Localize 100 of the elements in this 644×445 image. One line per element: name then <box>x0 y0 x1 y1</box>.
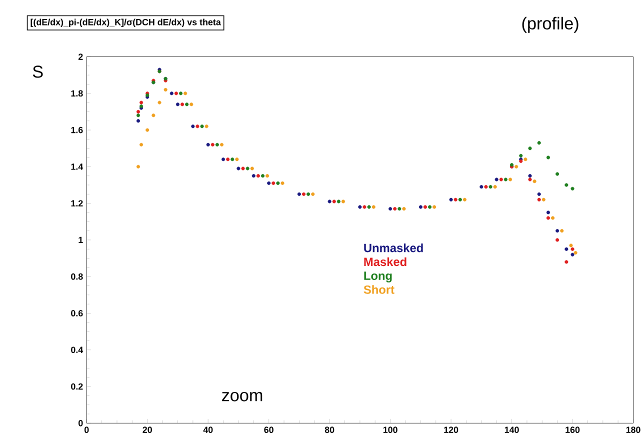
y-tick-label: 0.6 <box>71 310 83 316</box>
point <box>542 198 546 202</box>
y-tick-label: 0.8 <box>71 273 83 280</box>
point <box>480 185 484 189</box>
point <box>398 206 402 211</box>
point <box>532 180 536 184</box>
point <box>449 198 453 202</box>
y-tick-label: 1.2 <box>71 200 83 206</box>
point <box>210 142 214 146</box>
point <box>230 158 234 162</box>
x-tick-label: 40 <box>203 426 213 433</box>
text: Long <box>364 272 392 282</box>
point <box>180 102 184 106</box>
point <box>372 205 376 209</box>
point <box>504 178 508 182</box>
point <box>341 200 346 204</box>
point <box>423 205 428 209</box>
point <box>546 216 550 220</box>
y-tick-label: 2 <box>78 54 83 60</box>
x-tick-label: 60 <box>264 426 274 433</box>
point <box>152 114 156 118</box>
point <box>236 166 240 170</box>
point <box>528 178 532 182</box>
chart-title: [(dE/dx)_pi-(dE/dx)_K]/σ(DCH dE/dx) vs theta <box>30 18 221 28</box>
y-tick-label: 0.4 <box>71 346 84 354</box>
y-tick-label: 1.8 <box>71 90 83 97</box>
point <box>260 174 265 178</box>
point <box>178 92 183 96</box>
point <box>190 102 194 106</box>
point <box>564 260 568 264</box>
point <box>556 228 560 233</box>
point <box>432 205 436 209</box>
point <box>569 244 573 248</box>
point <box>136 119 140 123</box>
point <box>556 172 560 176</box>
point <box>388 206 392 211</box>
point <box>528 174 532 178</box>
point <box>174 92 178 96</box>
y-axis-title: S <box>32 66 43 78</box>
point <box>206 142 210 146</box>
point <box>252 174 256 178</box>
point <box>556 238 560 242</box>
point <box>570 186 574 190</box>
x-tick-label: 140 <box>504 426 519 433</box>
point <box>256 174 260 178</box>
point <box>302 192 306 196</box>
y-tick-label: 1.4 <box>71 164 84 170</box>
point <box>196 124 200 128</box>
point <box>226 158 230 162</box>
x-tick-label: 180 <box>626 426 640 433</box>
point <box>184 92 188 96</box>
point <box>367 205 371 209</box>
point <box>136 164 140 168</box>
y-tick-label: 0 <box>78 420 83 426</box>
point <box>418 205 422 209</box>
y-tick-label: 1 <box>78 236 83 243</box>
point <box>493 185 497 189</box>
y-tick-label: 0.2 <box>71 383 83 390</box>
point <box>241 166 245 170</box>
text: Unmasked <box>364 243 423 252</box>
point <box>220 142 224 146</box>
text: Masked <box>364 257 406 266</box>
x-tick-label: 80 <box>324 426 334 433</box>
point <box>185 102 189 106</box>
point <box>250 166 254 170</box>
point <box>462 198 466 202</box>
text: Short <box>364 285 394 294</box>
point <box>570 247 574 251</box>
point <box>297 192 301 196</box>
x-tick-label: 100 <box>383 426 398 433</box>
point <box>428 205 432 209</box>
point <box>570 252 574 256</box>
point <box>176 102 180 106</box>
point <box>560 228 564 233</box>
point <box>508 178 512 182</box>
point <box>235 158 239 162</box>
x-tick-label: 160 <box>566 426 580 433</box>
point <box>514 164 518 168</box>
point <box>136 114 140 118</box>
point <box>550 216 555 220</box>
y-tick-label: 1.6 <box>71 126 83 134</box>
point <box>146 128 150 132</box>
point <box>336 200 340 204</box>
point <box>537 141 541 145</box>
point <box>140 142 144 146</box>
point <box>402 206 406 211</box>
chart-subtitle: (profile) <box>522 16 578 33</box>
point <box>204 124 208 128</box>
point <box>499 178 503 182</box>
x-tick-label: 0 <box>84 426 89 433</box>
point <box>328 200 332 204</box>
point <box>221 158 226 162</box>
point <box>537 198 541 202</box>
point <box>164 88 168 92</box>
point <box>362 205 366 209</box>
point <box>306 192 310 196</box>
point <box>215 142 219 146</box>
annotation: zoom <box>222 392 262 402</box>
point <box>158 100 162 104</box>
point <box>332 200 336 204</box>
